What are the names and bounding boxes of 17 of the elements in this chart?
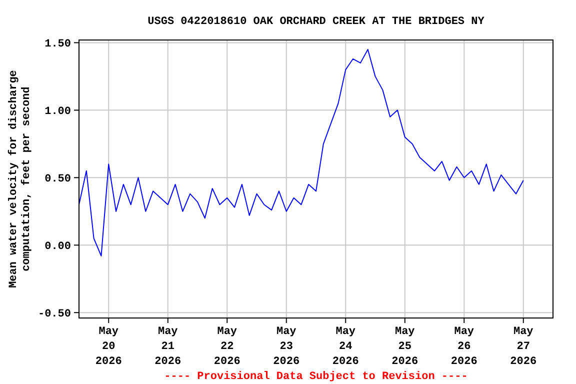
x-tick-label: May 25 2026 — [392, 326, 418, 368]
text: ---- Provisional Data Subject to Revision ---- — [164, 371, 468, 383]
line-series — [79, 48, 524, 256]
y-tick-label: 1.50 — [44, 38, 71, 51]
x-tick-label: May 27 2026 — [510, 326, 537, 368]
chart-title: USGS 0422018610 OAK ORCHARD CREEK AT THE BRIDGES NY — [148, 16, 485, 28]
y-axis-title: Mean water velocity for discharge computation, feet per second — [7, 70, 33, 288]
x-tick-label: May 24 2026 — [332, 326, 359, 368]
y-tick-label: 1.00 — [44, 106, 71, 118]
y-tick-label: -0.50 — [38, 308, 71, 321]
x-tick-label: May 26 2026 — [450, 326, 478, 368]
y-tick-label: 0.00 — [44, 241, 71, 254]
x-tick-label: May 21 2026 — [154, 326, 182, 368]
x-tick-label: May 23 2026 — [273, 326, 300, 368]
x-tick-label: May 20 2026 — [95, 326, 122, 368]
x-tick-label: May 22 2026 — [214, 326, 240, 368]
y-tick-label: 0.50 — [44, 174, 71, 186]
